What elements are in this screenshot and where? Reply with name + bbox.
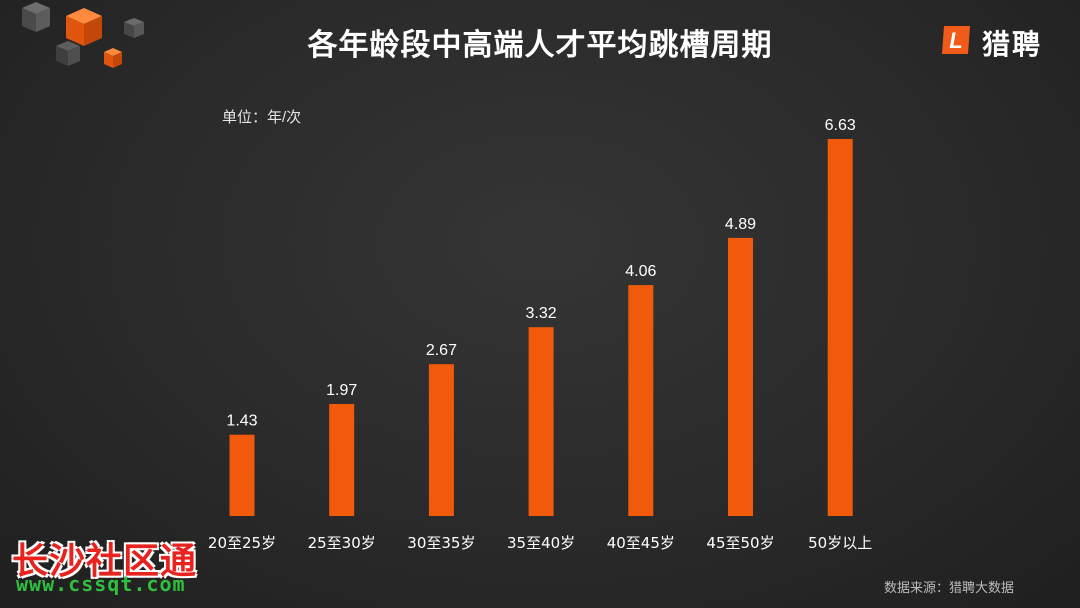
data-label-2: 1.97: [326, 382, 357, 399]
liepin-logo-icon: L: [942, 26, 970, 54]
data-label-1: 1.43: [226, 413, 257, 430]
x-tick-label-3: 30至35岁: [407, 534, 475, 552]
data-label-5: 4.06: [625, 263, 656, 280]
logo-mark-letter: L: [949, 28, 962, 53]
bar-4: [528, 327, 554, 516]
x-tick-label-1: 20至25岁: [208, 534, 276, 552]
x-tick-label-4: 35至40岁: [507, 534, 575, 552]
bar-2: [329, 404, 355, 516]
x-tick-label-2: 25至30岁: [308, 534, 376, 552]
liepin-logo: L 猎聘: [938, 20, 1068, 60]
data-label-6: 4.89: [725, 216, 756, 233]
bar-7: [827, 139, 853, 516]
x-tick-label-7: 50岁以上: [808, 534, 872, 552]
cube-grey-small: [124, 18, 144, 38]
unit-label: 单位：年/次: [222, 109, 302, 126]
cube-grey-mid: [56, 41, 80, 66]
chart-title: 各年龄段中高端人才平均跳槽周期: [307, 29, 773, 62]
watermark-url: www.cssqt.com: [16, 572, 186, 596]
data-label-7: 6.63: [825, 117, 856, 134]
data-label-4: 3.32: [526, 305, 557, 322]
data-source: 数据来源：猎聘大数据: [884, 580, 1015, 595]
cube-orange-large: [66, 8, 102, 46]
x-tick-label-6: 45至50岁: [706, 534, 774, 552]
logo-text: 猎聘: [982, 29, 1043, 60]
cube-orange-small: [104, 48, 122, 68]
bar-5: [628, 285, 654, 516]
cube-grey-large: [22, 2, 50, 32]
watermark-chinese: 长沙社区通: [12, 541, 198, 582]
x-tick-label-5: 40至45岁: [607, 534, 675, 552]
decorative-cubes: [22, 2, 144, 68]
watermark: 长沙社区通 www.cssqt.com: [10, 532, 220, 602]
bar-6: [728, 237, 753, 516]
data-label-3: 2.67: [426, 342, 457, 359]
bar-1: [229, 434, 255, 516]
bar-3: [428, 364, 454, 516]
